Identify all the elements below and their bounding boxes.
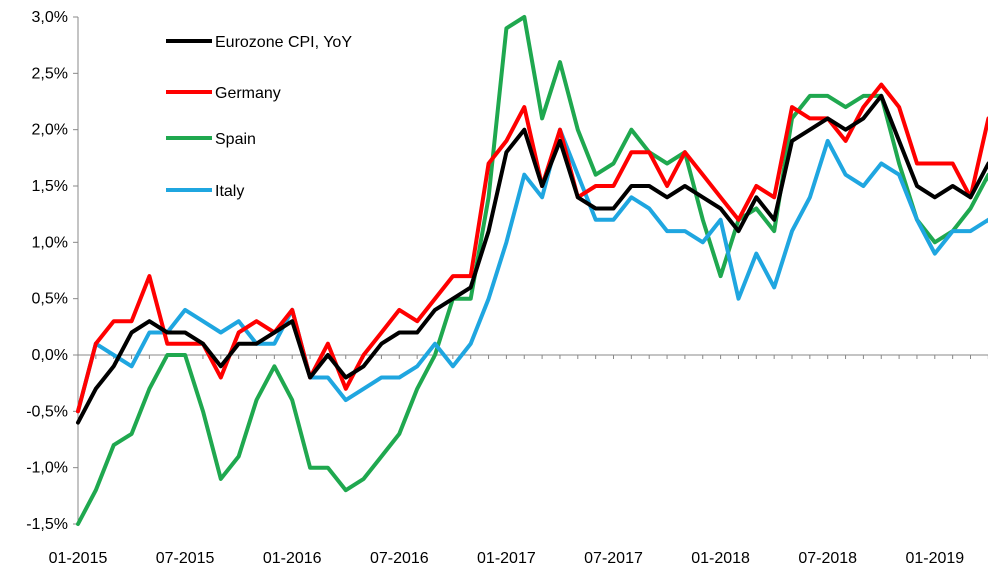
x-tick-label: 01-2017 [477, 550, 536, 567]
x-tick-label: 07-2015 [156, 550, 215, 567]
x-tick-label: 01-2016 [263, 550, 322, 567]
legend-label: Germany [215, 85, 281, 102]
y-tick-label: 2,0% [32, 122, 68, 139]
x-tick-label: 01-2015 [49, 550, 108, 567]
y-axis: -1,5% -1,0% -0,5% 0,0% 0,5% 1,0% 1,5% 2,0% 2,5% 3… [26, 9, 79, 533]
y-tick-label: 1,0% [32, 234, 68, 251]
series-line-spain [76, 15, 988, 526]
y-tick-label: -0,5% [26, 403, 68, 420]
y-tick-label: 0,0% [32, 347, 68, 364]
y-tick-label: 0,5% [32, 291, 68, 308]
x-tick-label: 07-2018 [798, 550, 857, 567]
x-tick-label: 07-2016 [370, 550, 429, 567]
series-layer [76, 15, 988, 526]
legend-label: Italy [215, 183, 244, 200]
y-tick-label: 1,5% [32, 178, 68, 195]
y-tick-label: 3,0% [32, 9, 68, 26]
x-tick-label: 07-2017 [584, 550, 643, 567]
x-axis: 01-2015 07-2015 01-2016 07-2016 01-2017 07-20… [49, 354, 988, 567]
legend-label: Eurozone CPI, YoY [215, 34, 352, 51]
y-tick-label: 2,5% [32, 65, 68, 82]
x-tick-label: 01-2018 [691, 550, 750, 567]
legend: Eurozone CPI, YoY Germany Spain Italy [166, 34, 352, 200]
series-line-eurozone-cpi-yoy [76, 93, 988, 425]
y-tick-label: -1,0% [26, 460, 68, 477]
x-tick-label: 01-2019 [905, 550, 964, 567]
legend-label: Spain [215, 131, 256, 148]
y-tick-label: -1,5% [26, 516, 68, 533]
series-line-italy [76, 127, 988, 414]
